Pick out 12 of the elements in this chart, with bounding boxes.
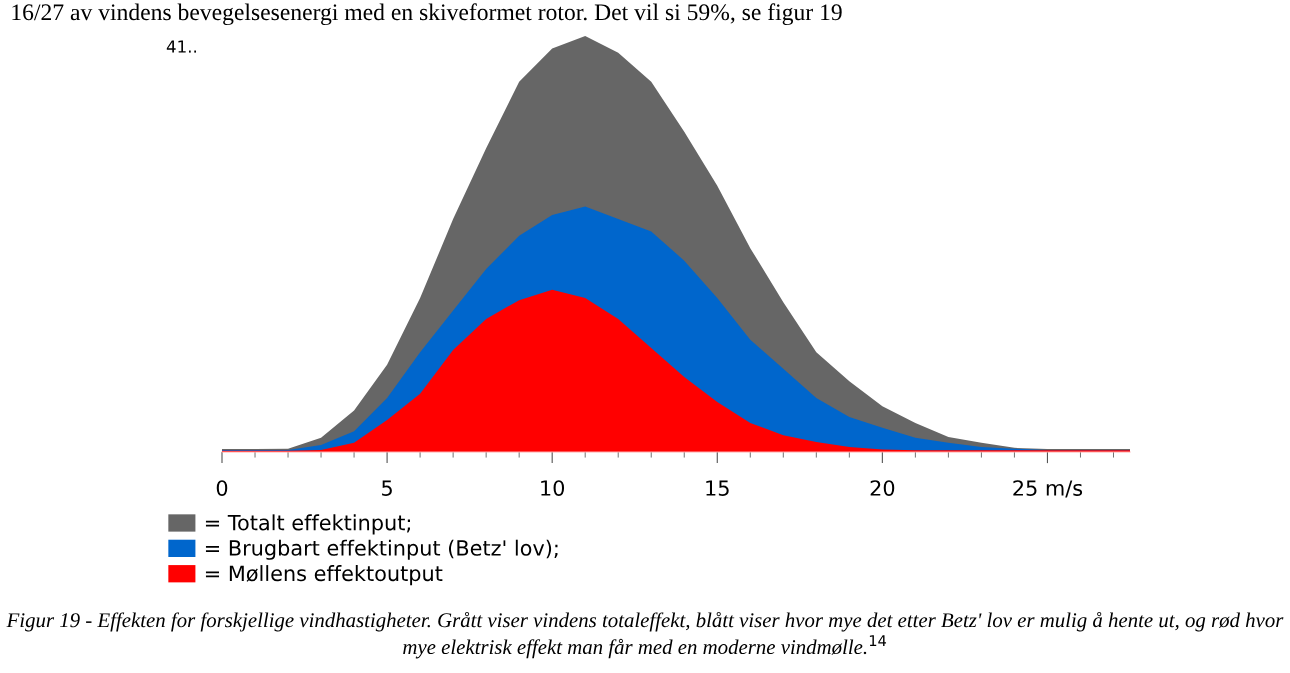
x-tick-label: 20 <box>870 480 895 496</box>
text: 16/27 av vindens bevegelsesenergi med en skiveformet rotor. Det vil si 59%, se figur 19 <box>12 3 842 26</box>
x-tick-label: 0 <box>216 480 228 496</box>
legend-label: = Totalt effektinput; <box>205 514 410 535</box>
legend-label: = Brugbart effektinput (Betz' lov); <box>205 539 558 560</box>
x-tick-label: 10 <box>541 480 565 496</box>
text: Figur 19 - Effekten for forskjellige vindhastigheter. Grått viser vindens totaleffekt, blått viser hvor mye det etter Betz' lov er mulig å hente ut, og rød hvor mye elektrisk effekt man får med en moderne vindmølle.$^{14}$ <box>6 612 1284 659</box>
x-tick-label: 5 <box>382 480 392 496</box>
x-tick-label: 15 <box>706 480 729 496</box>
legend-label: = Møllens effektoutput <box>205 565 443 586</box>
x-tick-label: 25 m/s <box>1013 480 1083 498</box>
text: 41.. <box>166 40 197 53</box>
